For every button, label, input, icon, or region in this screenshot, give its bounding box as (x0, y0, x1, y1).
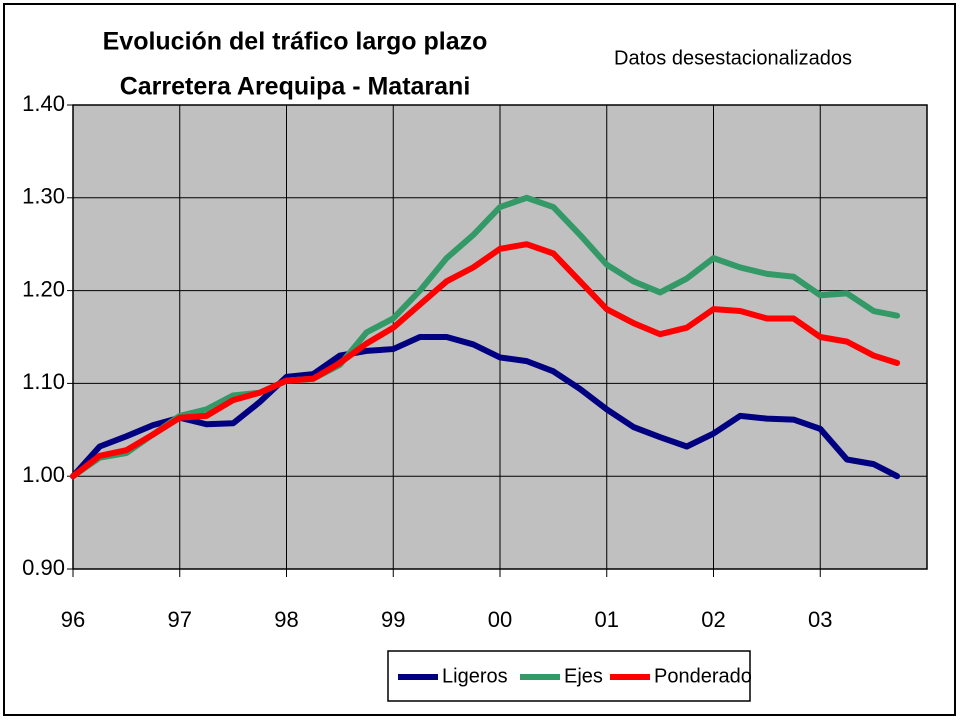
legend-label: Ligeros (442, 665, 508, 687)
legend-label: Ejes (564, 665, 603, 687)
x-tick-label: 00 (488, 607, 512, 632)
series-line (70, 241, 901, 480)
legend-label: Ponderado (654, 665, 752, 687)
x-tick-label: 01 (595, 607, 619, 632)
y-tick-label: 1.30 (22, 184, 65, 209)
series-line (70, 334, 901, 480)
y-tick-label: 1.40 (22, 91, 65, 116)
x-tick-label: 98 (274, 607, 298, 632)
series-line (70, 194, 901, 480)
x-tick-label: 03 (808, 607, 832, 632)
x-tick-label: 97 (168, 607, 192, 632)
y-tick-label: 1.00 (22, 462, 65, 487)
x-tick-label: 96 (61, 607, 85, 632)
x-tick-label: 02 (701, 607, 725, 632)
y-tick-label: 0.90 (22, 555, 65, 580)
chart-title: Evolución del tráfico largo plazo (103, 28, 488, 56)
legend (387, 650, 751, 702)
y-tick-label: 1.20 (22, 276, 65, 301)
chart-subtitle: Datos desestacionalizados (614, 47, 852, 69)
y-tick-label: 1.10 (22, 369, 65, 394)
x-tick-label: 99 (381, 607, 405, 632)
chart-title: Carretera Arequipa - Matarani (120, 73, 471, 101)
